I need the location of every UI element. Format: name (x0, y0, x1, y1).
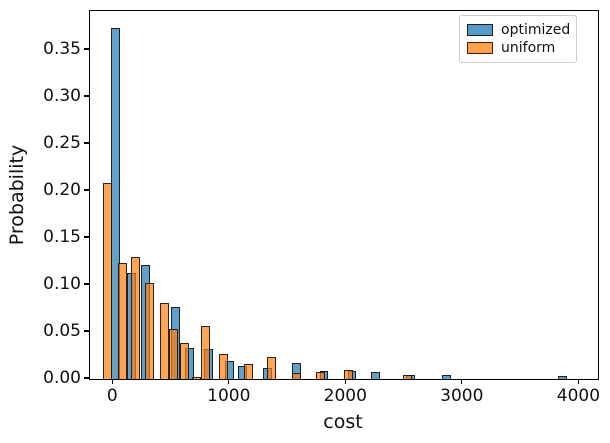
histogram-bar-uniform (219, 353, 229, 379)
histogram-bar-uniform (266, 357, 276, 379)
legend-swatch-uniform-icon (467, 42, 493, 54)
histogram-bar-uniform (344, 369, 354, 379)
legend-entry-optimized: optimized (467, 21, 571, 39)
histogram-bar-uniform (117, 263, 127, 379)
legend-label-optimized: optimized (501, 22, 571, 38)
x-axis-label: cost (323, 411, 363, 433)
histogram-bar-uniform (130, 256, 140, 379)
histogram-bar-uniform (180, 343, 190, 379)
histogram-bar-uniform (192, 377, 202, 379)
histogram-bar-optimized (371, 372, 381, 379)
y-tick-label: 0.05 (43, 321, 81, 341)
histogram-bar-uniform (201, 326, 211, 379)
histogram-bar-optimized (291, 363, 301, 379)
histogram-bar-uniform (169, 329, 179, 379)
y-tick-label: 0.15 (43, 227, 81, 247)
y-tick-label: 0.25 (43, 133, 81, 153)
x-tick-mark (344, 379, 346, 384)
y-tick-label: 0.35 (43, 39, 81, 59)
histogram-bar-uniform (244, 363, 253, 379)
x-tick-mark (228, 379, 230, 384)
histogram-bar-uniform (102, 182, 112, 379)
y-tick-mark (84, 95, 89, 97)
y-tick-mark (84, 283, 89, 285)
legend-swatch-optimized-icon (467, 24, 493, 36)
y-tick-mark (84, 377, 89, 379)
legend-entry-uniform: uniform (467, 39, 568, 57)
y-tick-mark (84, 142, 89, 144)
y-tick-label: 0.30 (43, 86, 81, 106)
y-tick-mark (84, 236, 89, 238)
x-tick-mark (111, 379, 113, 384)
x-tick-label: 1000 (207, 386, 251, 406)
x-tick-label: 3000 (440, 386, 484, 406)
x-tick-mark (577, 379, 579, 384)
plot-area (89, 10, 599, 380)
histogram-bar-optimized (441, 375, 451, 379)
y-tick-label: 0.00 (43, 368, 81, 388)
x-tick-label: 2000 (323, 386, 367, 406)
histogram-bar-uniform (160, 302, 170, 379)
x-tick-label: 0 (106, 386, 118, 406)
y-tick-label: 0.20 (43, 180, 81, 200)
histogram-bar-uniform (402, 375, 412, 379)
y-tick-mark (84, 189, 89, 191)
histogram-bar-uniform (315, 372, 325, 379)
y-tick-mark (84, 48, 89, 50)
y-tick-label: 0.10 (43, 274, 81, 294)
histogram-bar-optimized (558, 376, 567, 379)
legend-label-uniform: uniform (501, 40, 556, 56)
x-tick-mark (461, 379, 463, 384)
histogram-bar-uniform (291, 373, 301, 379)
legend: optimized uniform (459, 15, 577, 63)
histogram-bar-uniform (144, 283, 154, 379)
y-tick-mark (84, 330, 89, 332)
x-tick-label: 4000 (556, 386, 601, 406)
